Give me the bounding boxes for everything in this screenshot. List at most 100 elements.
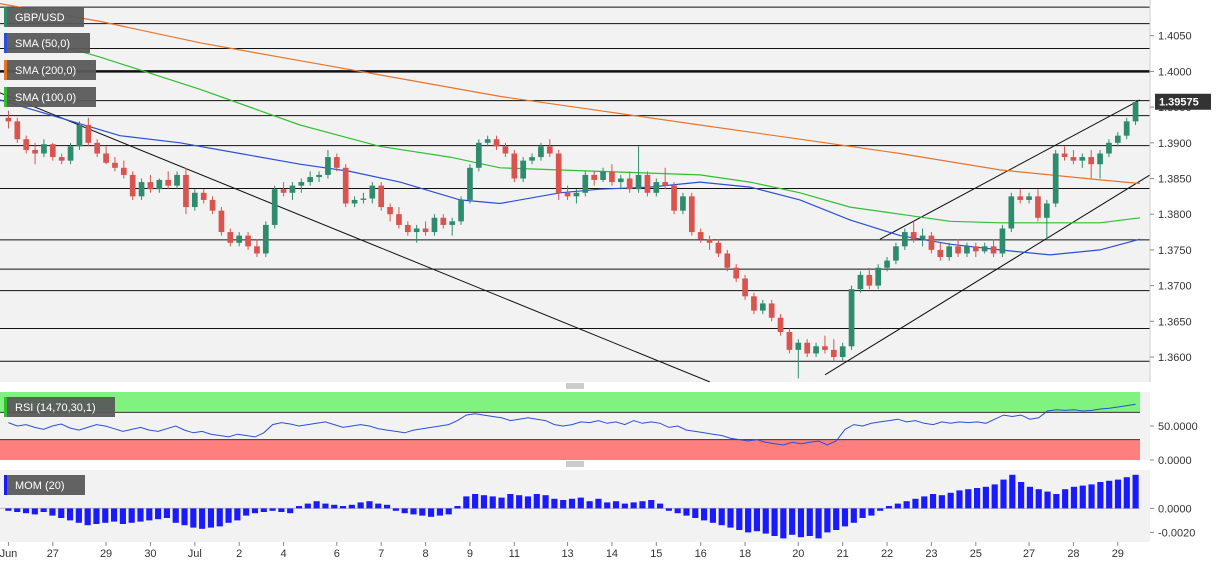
candle-body — [58, 157, 65, 161]
momentum-bar — [1026, 486, 1034, 509]
candle — [591, 171, 598, 186]
momentum-bar — [516, 495, 523, 509]
candle — [342, 164, 349, 208]
time-tick-label: 29 — [100, 548, 112, 560]
candle-body — [262, 224, 269, 254]
time-axis-background — [0, 542, 1223, 564]
candle — [289, 182, 296, 200]
candle-body — [360, 198, 367, 200]
candle — [103, 146, 109, 165]
rsi-axis-background — [1150, 392, 1223, 460]
candle — [1017, 189, 1024, 204]
price-tick-label: 1.4050 — [1158, 31, 1192, 43]
candle — [538, 142, 544, 161]
candle — [94, 139, 101, 158]
time-tick-label: 27 — [47, 548, 59, 560]
candle-body — [680, 196, 686, 211]
rsi-overbought-zone — [0, 392, 1140, 413]
candle-body — [555, 153, 562, 193]
candle — [786, 328, 793, 354]
time-tick-label: 30 — [144, 548, 156, 560]
candle — [1052, 149, 1059, 208]
candle-body — [653, 182, 660, 193]
momentum-bar — [806, 508, 813, 536]
momentum-bar — [938, 495, 945, 509]
candle-body — [41, 144, 47, 154]
momentum-bar — [1132, 474, 1139, 509]
candle — [981, 242, 988, 254]
time-tick-label: Jun — [0, 548, 17, 560]
candle — [49, 142, 56, 161]
time-tick-label: 25 — [970, 548, 982, 560]
candle-body — [422, 228, 429, 233]
panel-splitter-2[interactable] — [0, 460, 1150, 468]
candle-body — [1017, 196, 1024, 200]
momentum-bar — [119, 508, 126, 524]
momentum-bar — [903, 501, 910, 509]
candle-body — [688, 196, 695, 233]
panel-splitter-1[interactable] — [0, 382, 1150, 390]
time-tick-label: 9 — [467, 548, 473, 560]
candle — [1061, 146, 1068, 161]
price-axis-background — [1150, 0, 1223, 382]
momentum-bar — [745, 508, 752, 533]
candle — [262, 221, 269, 258]
label-text: SMA (200,0) — [15, 65, 76, 77]
rsi-panel[interactable]: 50.0000 0.0000 — [0, 392, 1223, 467]
candle-body — [254, 246, 260, 254]
candle-body — [484, 139, 491, 143]
candle-body — [893, 246, 899, 261]
label-swatch — [4, 475, 7, 495]
candle — [14, 117, 21, 143]
candle-body — [875, 267, 882, 286]
candle-body — [564, 192, 571, 197]
candle — [458, 196, 464, 225]
candle-body — [529, 157, 535, 161]
momentum-bar — [357, 502, 364, 509]
candle — [23, 135, 30, 154]
candle-body — [1008, 196, 1015, 229]
momentum-bar — [128, 508, 135, 523]
momentum-bar — [419, 508, 426, 516]
momentum-bar — [797, 508, 805, 538]
candle-body — [298, 182, 305, 186]
candle-body — [174, 174, 180, 186]
candle — [32, 142, 38, 165]
momentum-bar — [815, 508, 822, 539]
label-box — [4, 60, 96, 80]
rsi-oversold-zone — [0, 439, 1140, 460]
momentum-bar — [1035, 489, 1042, 509]
candle — [680, 192, 686, 215]
candle — [378, 182, 385, 211]
candle — [946, 242, 953, 261]
momentum-bar — [974, 488, 981, 509]
candle-body — [822, 346, 828, 350]
candle-body — [129, 174, 136, 197]
candle — [600, 167, 606, 183]
momentum-axis-background — [1150, 470, 1223, 542]
candle-body — [1132, 102, 1139, 122]
candle — [626, 171, 633, 193]
candle — [795, 339, 802, 379]
candle-body — [227, 232, 234, 243]
momentum-bar — [560, 500, 567, 509]
momentum-panel[interactable]: 0.0000 -0.0020 — [0, 470, 1223, 542]
label-swatch — [4, 7, 7, 27]
candle — [1070, 149, 1077, 165]
momentum-bar — [498, 497, 505, 509]
candle — [1008, 192, 1015, 233]
candle — [298, 178, 305, 193]
candle-body — [200, 192, 207, 200]
candle — [254, 239, 260, 258]
candle-body — [662, 182, 669, 186]
candle — [990, 239, 997, 258]
candle — [733, 264, 740, 283]
candle-body — [378, 185, 385, 208]
candle — [688, 192, 695, 236]
time-tick-label: 4 — [281, 548, 287, 560]
momentum-bar — [260, 508, 267, 512]
momentum-bar — [234, 508, 241, 521]
price-panel[interactable]: 1.40501.40001.39501.39001.38501.38001.37… — [0, 0, 1223, 383]
momentum-label: MOM (20) — [4, 475, 85, 495]
candle-body — [884, 260, 890, 268]
